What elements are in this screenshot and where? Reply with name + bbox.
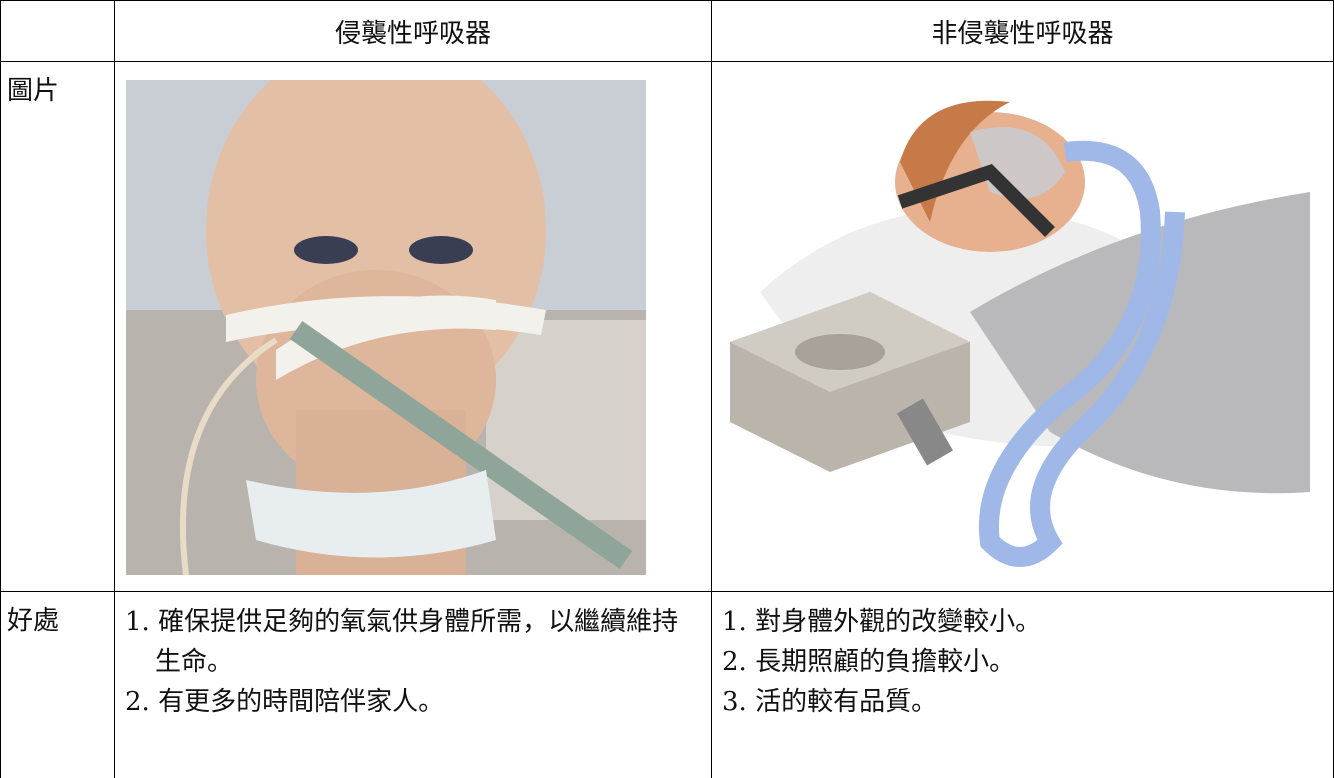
benefits-cell: 1. 確保提供足夠的氧氣供身體所需，以繼續維持生命。 2. 有更多的時間陪伴家人… [114, 591, 711, 778]
benefit-list: 1. 確保提供足夠的氧氣供身體所需，以繼續維持生命。 2. 有更多的時間陪伴家人… [115, 592, 711, 722]
benefit-item: 1. 對身體外觀的改變較小。 [722, 607, 1042, 637]
benefit-item: 1. 確保提供足夠的氧氣供身體所需，以繼續維持生命。 [125, 607, 679, 677]
benefit-item: 2. 有更多的時間陪伴家人。 [125, 687, 445, 717]
column-header: 侵襲性呼吸器 [114, 0, 711, 61]
benefit-item: 2. 長期照顧的負擔較小。 [722, 647, 1016, 677]
benefit-item: 3. 活的較有品質。 [722, 687, 938, 717]
row-label: 圖片 [0, 61, 114, 591]
benefits-cell: 1. 對身體外觀的改變較小。 2. 長期照顧的負擔較小。 3. 活的較有品質。 [711, 591, 1334, 778]
image-cell [114, 61, 711, 591]
image-cell [711, 61, 1334, 591]
invasive-ventilator-photo [126, 80, 646, 575]
row-label: 好處 [0, 591, 114, 778]
non-invasive-ventilator-illustration [720, 72, 1320, 572]
column-header: 非侵襲性呼吸器 [711, 0, 1334, 61]
benefit-list: 1. 對身體外觀的改變較小。 2. 長期照顧的負擔較小。 3. 活的較有品質。 [712, 592, 1333, 722]
corner-cell [0, 0, 114, 61]
